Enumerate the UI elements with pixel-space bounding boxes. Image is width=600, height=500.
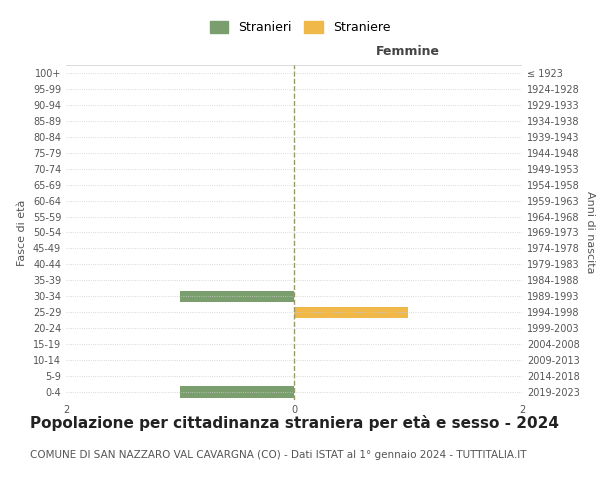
Y-axis label: Anni di nascita: Anni di nascita [585, 191, 595, 274]
Bar [294, 306, 408, 318]
Bar [180, 386, 294, 398]
Legend: Stranieri, Straniere: Stranieri, Straniere [205, 16, 395, 40]
Y-axis label: Fasce di età: Fasce di età [17, 200, 27, 266]
Text: Popolazione per cittadinanza straniera per età e sesso - 2024: Popolazione per cittadinanza straniera p… [30, 415, 559, 431]
Text: COMUNE DI SAN NAZZARO VAL CAVARGNA (CO) - Dati ISTAT al 1° gennaio 2024 - TUTTIT: COMUNE DI SAN NAZZARO VAL CAVARGNA (CO) … [30, 450, 527, 460]
Text: Femmine: Femmine [376, 46, 440, 59]
Bar [180, 290, 294, 302]
